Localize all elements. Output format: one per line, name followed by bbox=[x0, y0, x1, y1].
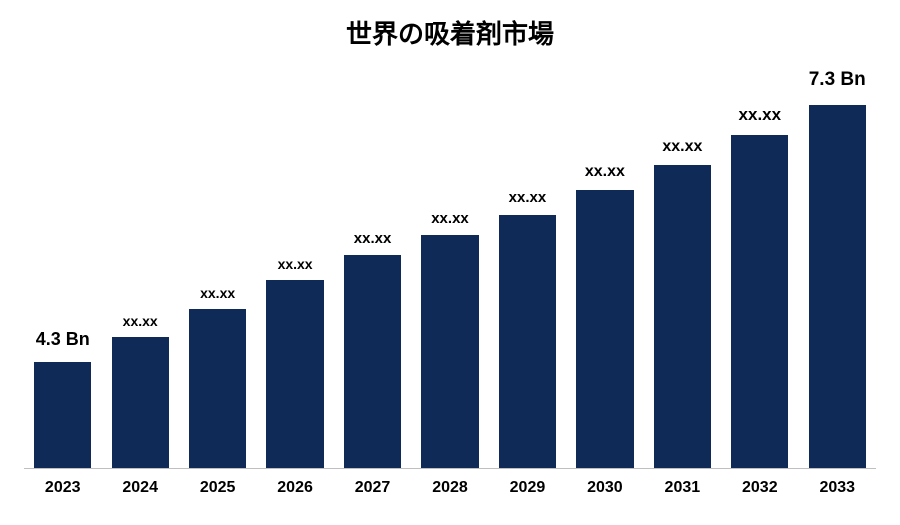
bar-value-label: xx.xx bbox=[101, 313, 178, 329]
bar bbox=[731, 135, 788, 469]
x-axis-label: 2027 bbox=[334, 479, 411, 497]
bar-value-label: xx.xx bbox=[256, 256, 333, 272]
bar-slot: 7.3 Bn bbox=[799, 90, 876, 469]
bar-value-label: xx.xx bbox=[644, 138, 721, 156]
bar-slot: xx.xx bbox=[644, 90, 721, 469]
x-axis-labels: 2023202420252026202720282029203020312032… bbox=[24, 479, 876, 497]
x-axis-label: 2031 bbox=[644, 479, 721, 497]
bar-slot: xx.xx bbox=[101, 90, 178, 469]
bar bbox=[576, 190, 633, 469]
bar-value-label: 7.3 Bn bbox=[799, 69, 876, 91]
bar bbox=[189, 309, 246, 469]
bar bbox=[499, 215, 556, 469]
bar bbox=[112, 337, 169, 469]
x-axis-label: 2029 bbox=[489, 479, 566, 497]
bar-value-label: 4.3 Bn bbox=[24, 329, 101, 350]
bar-slot: xx.xx bbox=[721, 90, 798, 469]
bar-value-label: xx.xx bbox=[334, 230, 411, 247]
bar bbox=[344, 255, 401, 469]
x-axis-label: 2030 bbox=[566, 479, 643, 497]
x-axis-baseline bbox=[24, 468, 876, 469]
bar-value-label: xx.xx bbox=[179, 285, 256, 301]
bar bbox=[421, 235, 478, 469]
bar-slot: 4.3 Bn bbox=[24, 90, 101, 469]
x-axis-label: 2025 bbox=[179, 479, 256, 497]
chart-title: 世界の吸着剤市場 bbox=[0, 14, 900, 51]
x-axis-label: 2032 bbox=[721, 479, 798, 497]
bar-slot: xx.xx bbox=[179, 90, 256, 469]
bar-slot: xx.xx bbox=[334, 90, 411, 469]
bar-slot: xx.xx bbox=[256, 90, 333, 469]
plot-area: 4.3 Bnxx.xxxx.xxxx.xxxx.xxxx.xxxx.xxxx.x… bbox=[24, 90, 876, 469]
chart-container: 世界の吸着剤市場 4.3 Bnxx.xxxx.xxxx.xxxx.xxxx.xx… bbox=[0, 0, 900, 525]
bar-slot: xx.xx bbox=[566, 90, 643, 469]
bar bbox=[34, 362, 91, 469]
bar bbox=[809, 105, 866, 469]
x-axis-label: 2024 bbox=[101, 479, 178, 497]
bar-slot: xx.xx bbox=[489, 90, 566, 469]
bars-row: 4.3 Bnxx.xxxx.xxxx.xxxx.xxxx.xxxx.xxxx.x… bbox=[24, 90, 876, 469]
bar-value-label: xx.xx bbox=[721, 105, 798, 125]
bar bbox=[266, 280, 323, 470]
bar-slot: xx.xx bbox=[411, 90, 488, 469]
x-axis-label: 2023 bbox=[24, 479, 101, 497]
bar bbox=[654, 165, 711, 469]
x-axis-label: 2028 bbox=[411, 479, 488, 497]
bar-value-label: xx.xx bbox=[566, 163, 643, 181]
x-axis-label: 2026 bbox=[256, 479, 333, 497]
x-axis-label: 2033 bbox=[799, 479, 876, 497]
bar-value-label: xx.xx bbox=[489, 189, 566, 206]
bar-value-label: xx.xx bbox=[411, 210, 488, 227]
